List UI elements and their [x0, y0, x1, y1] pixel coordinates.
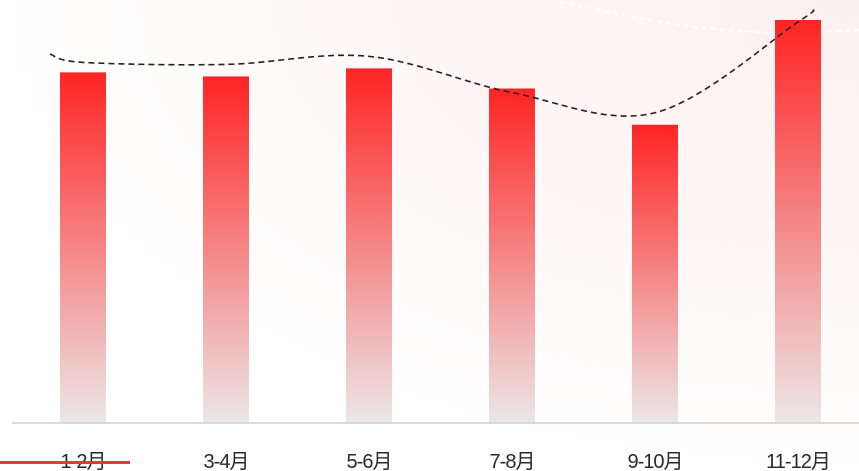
x-tick-label: 7-8月 — [490, 451, 535, 471]
x-tick-label: 11-12月 — [766, 451, 830, 471]
accent-stripe — [0, 461, 130, 464]
bar-2 — [203, 76, 249, 424]
bar-4 — [489, 88, 535, 423]
bars-layer — [60, 20, 821, 424]
x-tick-label: 5-6月 — [347, 451, 392, 471]
bar-6 — [775, 20, 821, 423]
x-tick-label: 3-4月 — [204, 451, 249, 471]
trend-line — [49, 9, 815, 117]
bar-3 — [346, 68, 392, 424]
bar-1 — [60, 72, 106, 423]
x-tick-label: 9-10月 — [627, 451, 682, 471]
bar-5 — [632, 124, 678, 423]
